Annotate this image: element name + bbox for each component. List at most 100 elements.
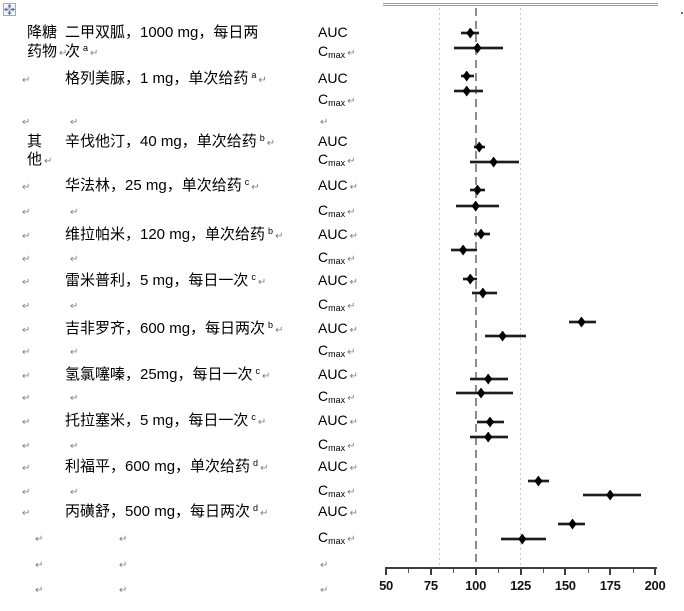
pilcrow-mark: ↵ bbox=[70, 254, 79, 265]
pilcrow-mark: ↵ bbox=[275, 231, 284, 242]
drug-pilcrow-line: ↵ bbox=[68, 388, 78, 407]
pilcrow-mark: ↵ bbox=[22, 393, 31, 404]
drug-regimen-label: 吉非罗齐，600 mg，每日两次 b ↵ bbox=[65, 320, 283, 339]
auc-label-text: AUC bbox=[318, 272, 348, 288]
auc-label-text: AUC bbox=[318, 412, 348, 428]
cmax-label-text: Cmax bbox=[318, 43, 346, 60]
pilcrow-mark: ↵ bbox=[320, 117, 329, 128]
auc-label-text: AUC bbox=[318, 133, 348, 149]
pilcrow-mark: ↵ bbox=[22, 117, 31, 128]
pilcrow-mark: ↵ bbox=[349, 231, 358, 242]
drug-regimen-text: 利福平，600 mg，单次给药 bbox=[65, 458, 251, 475]
point-diamond bbox=[462, 85, 471, 97]
cmax-label: Cmax ↵ bbox=[318, 529, 356, 547]
axis-tick-major bbox=[564, 569, 567, 575]
pilcrow-mark: ↵ bbox=[22, 301, 31, 312]
pilcrow-mark: ↵ bbox=[258, 75, 267, 86]
auc-label-text: AUC bbox=[318, 366, 348, 382]
footnote-superscript: c bbox=[251, 412, 256, 422]
cmax-subscript: max bbox=[328, 349, 346, 359]
pilcrow-mark: ↵ bbox=[35, 560, 44, 571]
group-pilcrow-line: ↵ bbox=[20, 412, 30, 431]
measure-pilcrow-line: ↵ bbox=[318, 555, 328, 573]
pilcrow-mark: ↵ bbox=[347, 301, 356, 312]
pilcrow-mark: ↵ bbox=[349, 325, 358, 336]
drug-pilcrow-line: ↵ bbox=[68, 202, 78, 221]
footnote-superscript: c bbox=[244, 177, 250, 187]
group-label-text: 降糖 bbox=[27, 24, 58, 41]
axis-tick-label: 150 bbox=[554, 578, 576, 593]
point-diamond bbox=[489, 156, 498, 168]
group-pilcrow-line: ↵ bbox=[20, 342, 30, 361]
drug-regimen-text: 氢氯噻嗪，25mg，每日一次 bbox=[65, 366, 253, 383]
pilcrow-mark: ↵ bbox=[349, 371, 358, 382]
drug-regimen-text: 维拉帕米，120 mg，单次给药 bbox=[65, 226, 266, 243]
reference-line-80 bbox=[438, 8, 441, 568]
group-pilcrow-line: ↵ bbox=[20, 503, 30, 522]
drug-pilcrow-line: ↵ bbox=[68, 249, 78, 268]
pilcrow-mark: ↵ bbox=[347, 487, 356, 498]
group-pilcrow-line: ↵ bbox=[20, 177, 30, 196]
pilcrow-mark: ↵ bbox=[22, 417, 31, 428]
pilcrow-mark: ↵ bbox=[347, 534, 356, 545]
pilcrow-mark: ↵ bbox=[22, 182, 31, 193]
pilcrow-mark: ↵ bbox=[70, 347, 79, 358]
auc-label: AUC ↵ bbox=[318, 412, 358, 430]
pilcrow-mark: ↵ bbox=[90, 48, 99, 59]
drug-regimen-text: 托拉塞米，5 mg，每日一次 bbox=[65, 412, 249, 429]
drug-regimen-label: 利福平，600 mg，单次给药 d ↵ bbox=[65, 458, 268, 477]
point-diamond bbox=[473, 184, 482, 196]
point-diamond bbox=[477, 387, 486, 399]
drug-regimen-label: 华法林，25 mg，单次给药 c ↵ bbox=[65, 177, 260, 196]
group-pilcrow-line: ↵ bbox=[20, 388, 30, 407]
axis-tick-label: 125 bbox=[510, 578, 531, 593]
point-diamond bbox=[459, 244, 468, 256]
cmax-label-text: Cmax bbox=[318, 249, 346, 266]
footnote-superscript: d bbox=[253, 503, 259, 513]
pilcrow-mark: ↵ bbox=[347, 156, 356, 167]
auc-label-text: AUC bbox=[318, 24, 348, 40]
group-label-text: 药物 bbox=[27, 43, 58, 60]
cmax-label-text: Cmax bbox=[318, 436, 346, 453]
group-pilcrow-line: ↵ bbox=[33, 580, 43, 599]
drug-regimen-label: 次 a ↵ bbox=[65, 43, 98, 62]
axis-tick-label: 200 bbox=[644, 578, 666, 593]
cmax-label-text: Cmax bbox=[318, 388, 346, 405]
drug-regimen-label: 格列美脲，1 mg，单次给药 a ↵ bbox=[65, 70, 267, 89]
pilcrow-mark: ↵ bbox=[257, 277, 267, 288]
table-move-handle[interactable] bbox=[3, 3, 16, 16]
cmax-label-text: Cmax bbox=[318, 482, 346, 499]
group-pilcrow-line: ↵ bbox=[20, 226, 30, 245]
cmax-label: Cmax ↵ bbox=[318, 482, 356, 500]
point-diamond bbox=[471, 200, 480, 212]
point-diamond bbox=[518, 533, 527, 545]
pilcrow-mark: ↵ bbox=[119, 560, 128, 571]
auc-label: AUC ↵ bbox=[318, 366, 358, 384]
drug-regimen-label: 辛伐他汀，40 mg，单次给药 b ↵ bbox=[65, 133, 275, 152]
drug-pilcrow-line: ↵ bbox=[68, 436, 78, 455]
pilcrow-mark: ↵ bbox=[22, 231, 31, 242]
axis-tick-major bbox=[474, 569, 477, 575]
pilcrow-mark: ↵ bbox=[266, 138, 276, 149]
pilcrow-mark: ↵ bbox=[347, 48, 356, 59]
drug-regimen-label: 丙磺舒，500 mg，每日两次 d ↵ bbox=[65, 503, 268, 522]
drug-pilcrow-line: ↵ bbox=[117, 529, 127, 548]
drug-pilcrow-line: ↵ bbox=[68, 296, 78, 315]
cmax-label: Cmax ↵ bbox=[318, 342, 356, 360]
cmax-subscript: max bbox=[328, 395, 346, 405]
auc-label: AUC bbox=[318, 70, 348, 88]
axis-tick-major bbox=[654, 569, 656, 575]
axis-tick-major bbox=[429, 569, 432, 575]
auc-label: AUC ↵ bbox=[318, 458, 358, 476]
group-pilcrow-line: ↵ bbox=[33, 555, 43, 574]
drug-pilcrow-line: ↵ bbox=[68, 112, 78, 131]
pilcrow-mark: ↵ bbox=[347, 254, 356, 265]
footnote-superscript: c bbox=[251, 272, 256, 282]
pilcrow-mark: ↵ bbox=[22, 325, 31, 336]
drug-pilcrow-line: ↵ bbox=[117, 580, 127, 599]
auc-label-text: AUC bbox=[318, 320, 348, 336]
pilcrow-mark: ↵ bbox=[70, 207, 79, 218]
auc-label: AUC ↵ bbox=[318, 320, 358, 338]
pilcrow-mark: ↵ bbox=[119, 585, 128, 596]
